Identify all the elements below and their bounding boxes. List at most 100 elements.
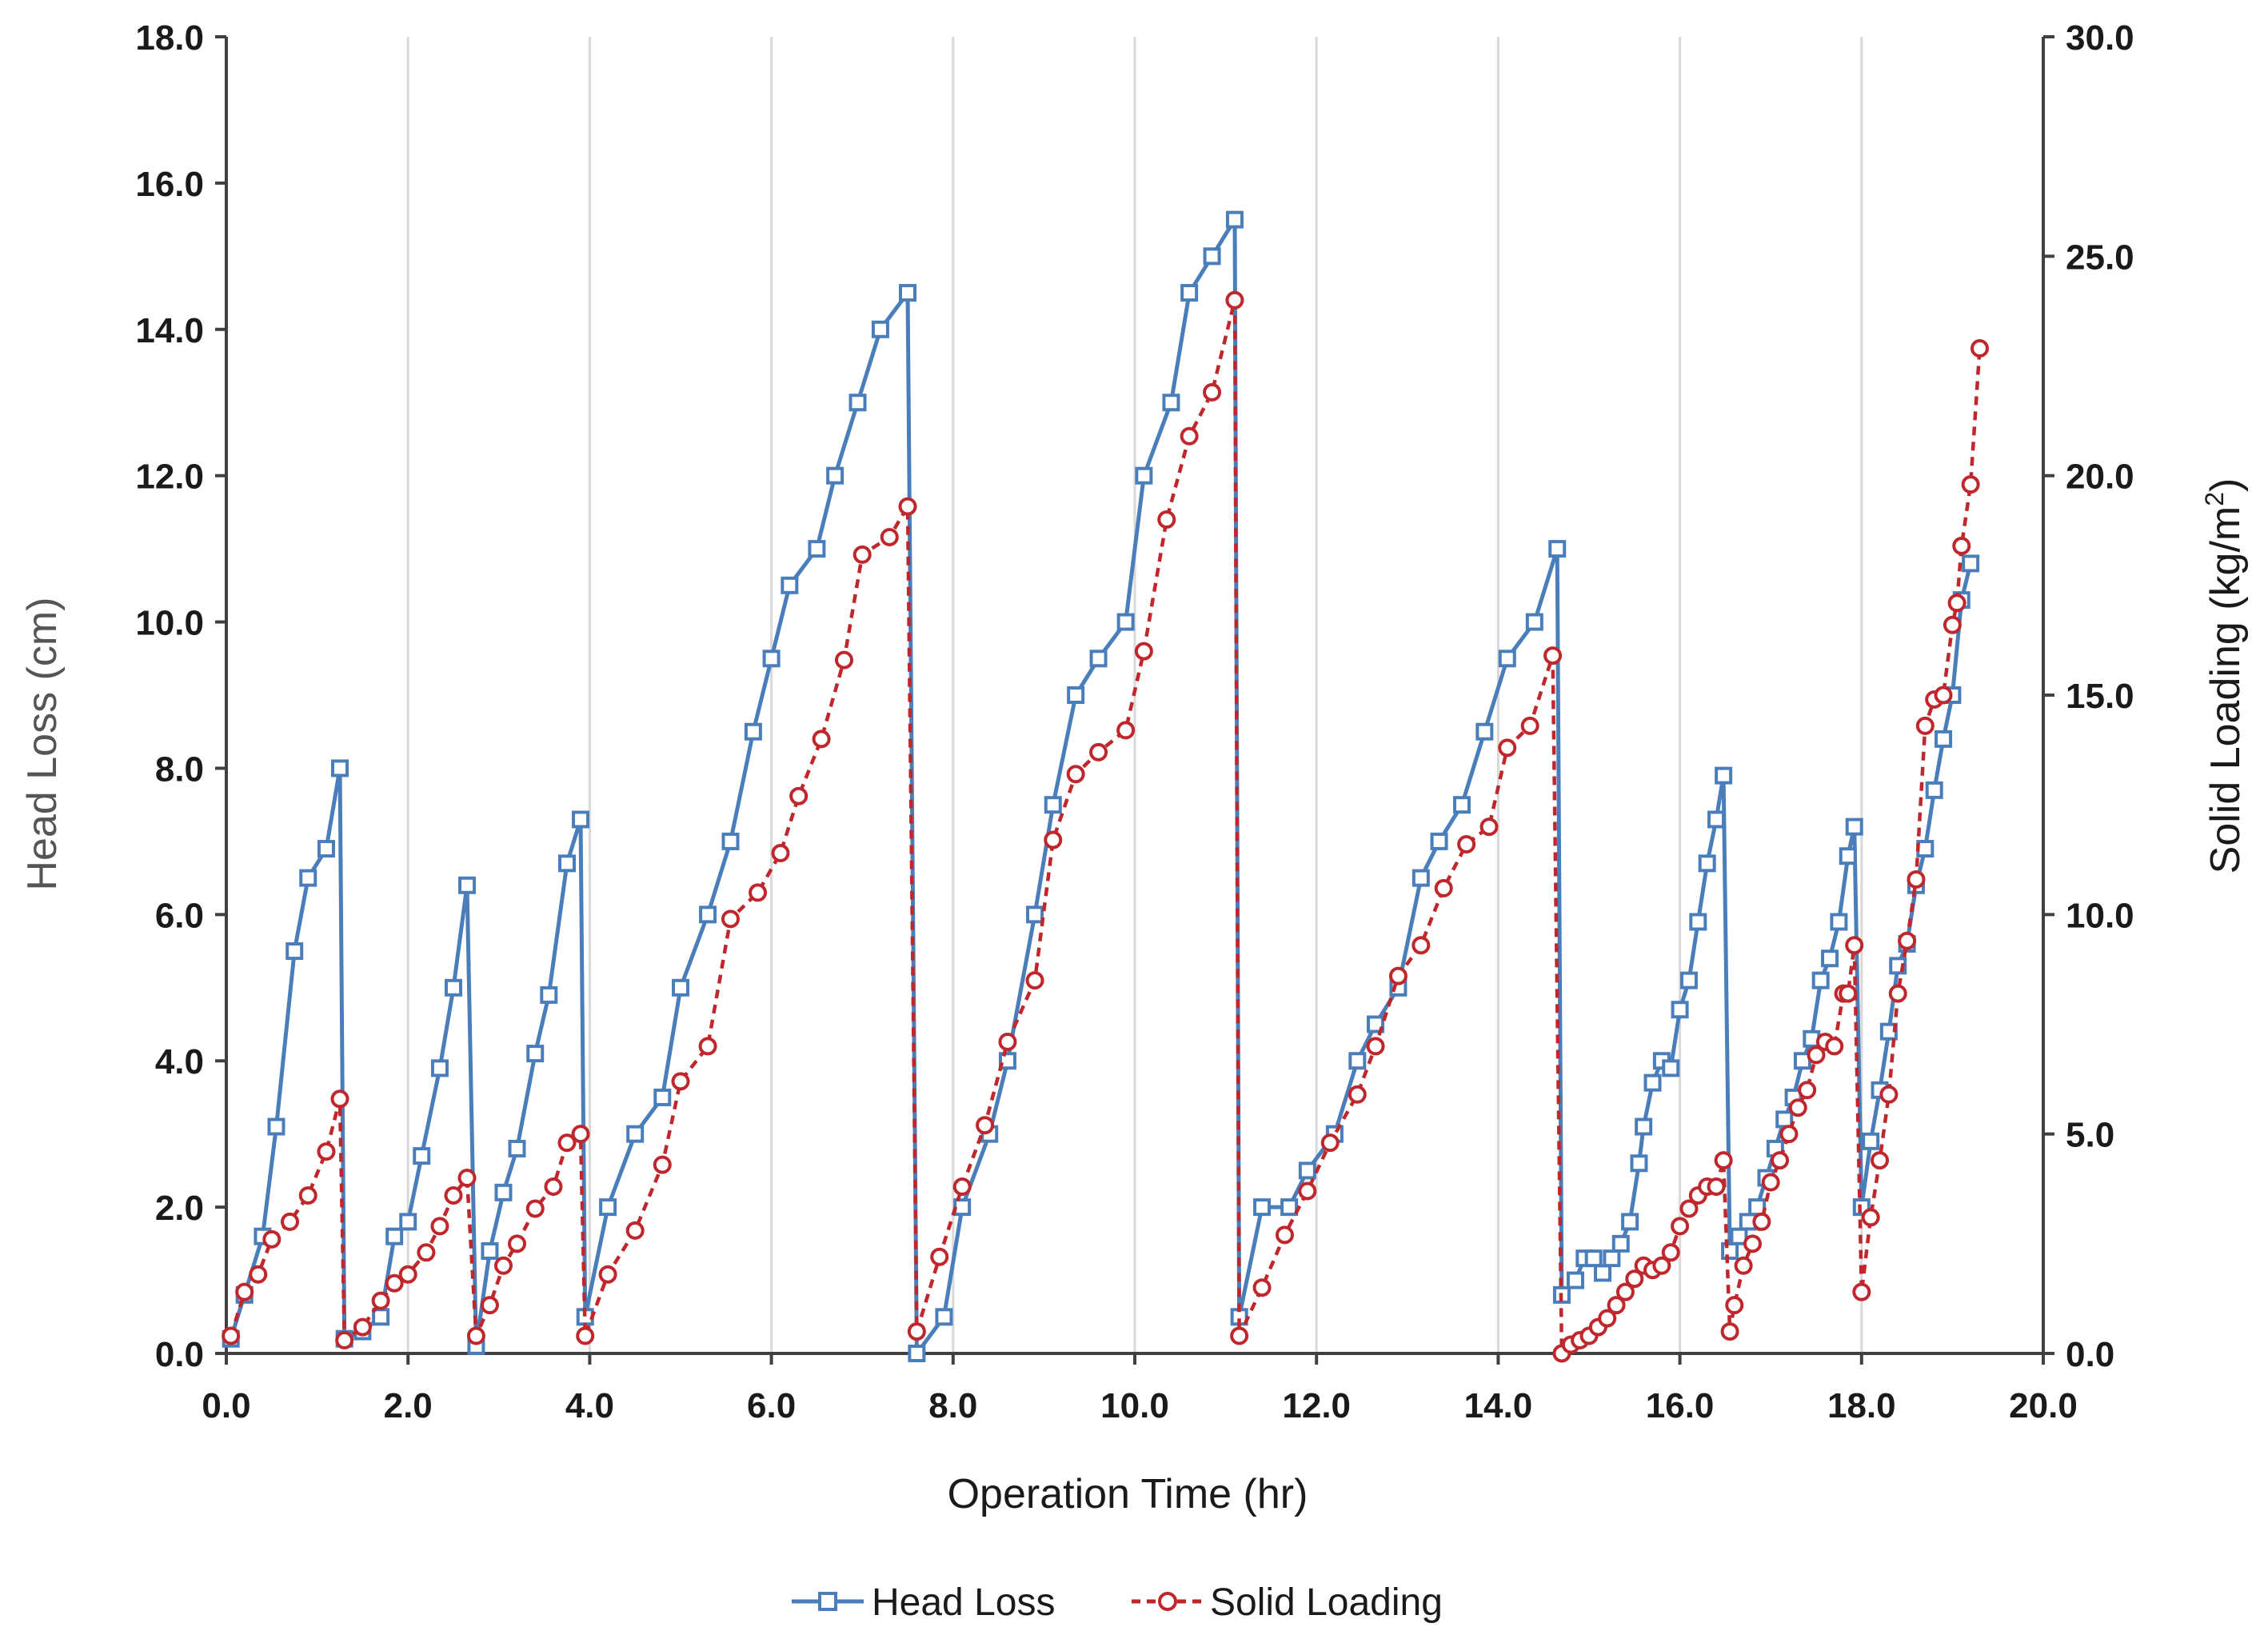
x-tick-label: 8.0 (928, 1386, 977, 1425)
data-point-head-loss (744, 722, 762, 741)
data-point-solid-loading (330, 1089, 349, 1109)
data-point-solid-loading (398, 1265, 417, 1284)
data-point-solid-loading (1298, 1181, 1317, 1201)
data-point-head-loss (1775, 1110, 1794, 1129)
data-point-solid-loading (557, 1133, 577, 1153)
data-point-head-loss (1135, 466, 1153, 485)
data-point-head-loss (1679, 971, 1698, 989)
data-point-head-loss (458, 876, 477, 894)
data-point-head-loss (1839, 847, 1857, 865)
data-point-solid-loading (576, 1326, 595, 1345)
data-point-solid-loading (1275, 1225, 1294, 1245)
data-point-solid-loading (1707, 1177, 1726, 1197)
y2-tick-label: 10.0 (2066, 896, 2134, 935)
data-point-solid-loading (1615, 1282, 1635, 1301)
data-point-head-loss (908, 1345, 926, 1362)
data-point-solid-loading (222, 1326, 241, 1345)
data-point-head-loss (494, 1183, 513, 1201)
data-point-solid-loading (952, 1177, 972, 1197)
data-point-head-loss (1225, 210, 1244, 229)
data-point-head-loss (1630, 1154, 1648, 1173)
data-point-head-loss (1845, 818, 1863, 836)
data-point-solid-loading (1157, 510, 1176, 530)
series-head-loss (222, 210, 1980, 1362)
data-point-solid-loading (1366, 1037, 1385, 1056)
data-point-solid-loading (1952, 536, 1971, 555)
data-point-head-loss (1689, 913, 1707, 931)
data-point-solid-loading (1479, 818, 1499, 837)
data-point-solid-loading (1520, 716, 1539, 735)
data-point-head-loss (1698, 854, 1716, 873)
data-point-head-loss (762, 650, 781, 668)
x-axis-title: Operation Time (hr) (948, 1471, 1308, 1517)
data-point-head-loss (826, 466, 845, 485)
data-point-solid-loading (466, 1326, 485, 1345)
data-point-head-loss (1298, 1161, 1316, 1180)
data-point-solid-loading (1434, 878, 1453, 897)
data-point-solid-loading (1947, 594, 1967, 613)
data-point-head-loss (672, 978, 689, 997)
data-point-head-loss (1498, 650, 1516, 668)
data-point-solid-loading (249, 1265, 268, 1284)
data-point-solid-loading (771, 844, 790, 863)
data-point-head-loss (1916, 840, 1935, 858)
data-point-solid-loading (852, 545, 872, 564)
data-point-solid-loading (930, 1247, 949, 1266)
series-solid-loading (222, 290, 1989, 1363)
y-tick-label: 6.0 (155, 896, 204, 935)
data-point-head-loss (1730, 1227, 1748, 1245)
data-point-solid-loading (789, 786, 809, 806)
data-point-head-loss (1707, 810, 1726, 829)
data-point-solid-loading (317, 1142, 336, 1161)
data-point-head-loss (953, 1198, 972, 1217)
data-point-solid-loading (1907, 869, 1926, 889)
data-point-head-loss (1026, 905, 1044, 924)
data-point-solid-loading (1839, 984, 1858, 1003)
data-point-head-loss (1367, 1015, 1385, 1033)
data-point-solid-loading (480, 1296, 499, 1315)
data-point-solid-loading (1230, 1326, 1249, 1345)
data-point-head-loss (699, 905, 717, 924)
data-point-solid-loading (1134, 642, 1153, 661)
x-tick-label: 18.0 (1827, 1386, 1896, 1425)
data-point-solid-loading (1044, 830, 1063, 849)
data-point-solid-loading (1652, 1256, 1671, 1275)
data-point-head-loss (1830, 913, 1848, 931)
data-point-solid-loading (1825, 1037, 1844, 1056)
data-point-head-loss (267, 1117, 285, 1136)
data-point-head-loss (399, 1213, 417, 1231)
data-point-solid-loading (1743, 1234, 1762, 1253)
data-point-solid-loading (834, 650, 853, 670)
data-point-head-loss (1603, 1249, 1621, 1268)
tick-labels: 0.0 2.0 4.0 6.0 8.0 10.0 12.0 14.0 16.0 18.0 20.0 0… (135, 18, 2134, 1425)
data-point-solid-loading (1879, 1085, 1899, 1104)
data-point-solid-loading (571, 1125, 590, 1144)
data-point-head-loss (871, 320, 889, 338)
data-point-solid-loading (1607, 1296, 1626, 1315)
data-point-solid-loading (1671, 1217, 1690, 1236)
data-point-head-loss (899, 284, 916, 302)
data-point-solid-loading (525, 1199, 545, 1218)
y2-tick-label: 0.0 (2066, 1335, 2114, 1374)
y2-axis-title-close: ) (2202, 478, 2249, 492)
data-point-solid-loading (721, 909, 740, 929)
data-point-head-loss (299, 869, 317, 887)
data-point-solid-loading (371, 1291, 390, 1310)
data-point-solid-loading (1779, 1125, 1799, 1144)
data-point-head-loss (849, 394, 867, 412)
data-point-solid-loading (1661, 1243, 1680, 1262)
data-point-solid-loading (998, 1032, 1017, 1051)
data-point-solid-loading (457, 1169, 477, 1188)
data-point-head-loss (430, 1059, 449, 1077)
data-point-head-loss (1811, 971, 1830, 989)
data-point-head-loss (1584, 1249, 1603, 1268)
y-tick-label: 14.0 (135, 311, 204, 350)
x-tick-label: 16.0 (1646, 1386, 1715, 1425)
y2-axis-title-main: Solid Loading (kg/m (2202, 506, 2249, 874)
data-point-head-loss (1044, 796, 1062, 814)
data-point-head-loss (1180, 284, 1199, 302)
data-point-head-loss (1643, 1073, 1662, 1092)
data-point-solid-loading (335, 1331, 354, 1350)
data-point-solid-loading (298, 1185, 317, 1205)
data-point-solid-loading (353, 1317, 372, 1337)
